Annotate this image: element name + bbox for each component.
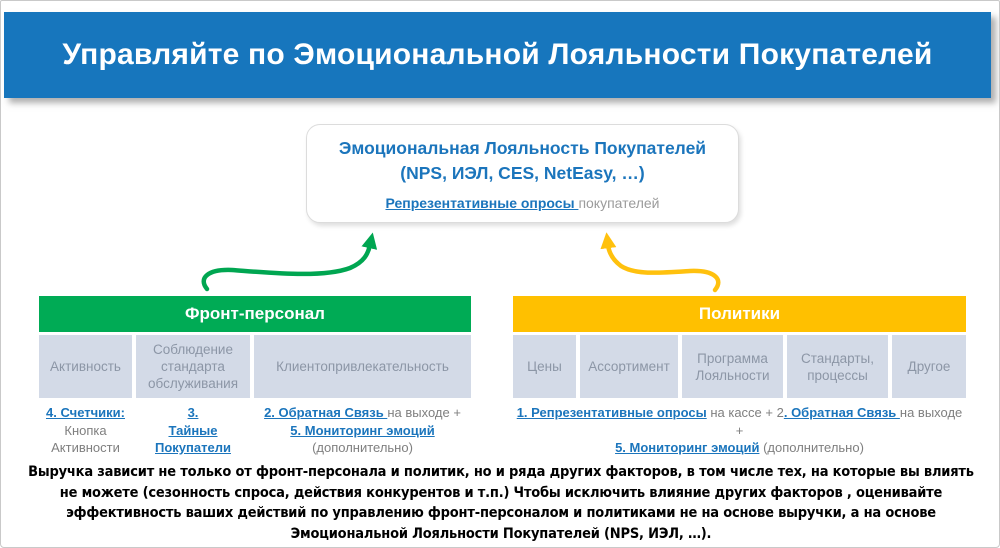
box-link-row: Репрезентативные опросы покупателей	[307, 195, 738, 211]
slide-title: Управляйте по Эмоциональной Лояльности П…	[62, 38, 933, 71]
bottom-line-2: не можете (сезонность спроса, действия к…	[59, 484, 943, 501]
policies-cell-prices: Цены	[513, 335, 576, 398]
at-exit-plain: на выходе +	[735, 405, 963, 438]
footnote-counters: 4. Счетчики: Кнопка Активности	[39, 404, 132, 457]
feedback-link-right[interactable]: . Обратная Связь	[783, 405, 900, 420]
mystery-shoppers-link-1[interactable]: Тайные	[168, 422, 218, 438]
box-title-line2: (NPS, ИЭЛ, CES, NetEasy, …)	[400, 163, 645, 183]
optional-note-right: (дополнительно)	[759, 440, 864, 455]
emotion-monitoring-link-left[interactable]: 5. Мониторинг эмоций	[290, 422, 435, 438]
bottom-line-3: эффективность ваших действий по управлен…	[66, 505, 936, 521]
footnote-policies: 1. Репрезентативные опросы на кассе + 2.…	[513, 404, 966, 457]
representative-surveys-link-2[interactable]: 1. Репрезентативные опросы	[516, 405, 707, 420]
feedback-link-left[interactable]: 2. Обратная Связь	[264, 405, 388, 420]
bottom-paragraph: Выручка зависит не только от фронт-персо…	[21, 462, 981, 544]
emotion-monitoring-link-right[interactable]: 5. Мониторинг эмоций	[615, 440, 760, 455]
counters-plain-1: Кнопка	[64, 422, 107, 438]
optional-note-left: (дополнительно)	[312, 440, 413, 455]
feedback-plain-left: на выходе +	[387, 405, 461, 420]
front-staff-header: Фронт-персонал	[39, 296, 471, 332]
emotional-loyalty-box: Эмоциональная Лояльность Покупателей (NP…	[306, 124, 739, 223]
policies-cell-loyalty-program: Программа Лояльности	[682, 335, 783, 398]
box-title: Эмоциональная Лояльность Покупателей (NP…	[307, 136, 738, 186]
mystery-shoppers-link-2[interactable]: Покупатели	[155, 440, 231, 455]
policies-cell-assortment: Ассортимент	[580, 335, 678, 398]
policies-header: Политики	[513, 296, 966, 332]
green-arrow	[201, 232, 378, 292]
counters-plain-2: Активности	[51, 440, 120, 455]
policies-cell-standards: Стандарты, процессы	[787, 335, 888, 398]
representative-surveys-link[interactable]: Репрезентативные опросы	[385, 195, 579, 211]
bottom-line-1: Выручка зависит не только от фронт-персо…	[28, 464, 974, 480]
bottom-line-4: Эмоциональной Лояльности Покупателей (NP…	[290, 525, 712, 542]
footnote-feedback-left: 2. Обратная Связь на выходе + 5. Монитор…	[254, 404, 471, 457]
box-title-line1: Эмоциональная Лояльность Покупателей	[338, 138, 707, 158]
mystery-shoppers-link-num[interactable]: 3.	[187, 405, 199, 420]
title-banner: Управляйте по Эмоциональной Лояльности П…	[4, 12, 991, 98]
front-staff-cell-activity: Активность	[39, 335, 132, 398]
front-staff-cell-standard: Соблюдение стандарта обслуживания	[136, 335, 250, 398]
box-link-suffix: покупателей	[578, 195, 660, 211]
at-checkout-plain: на кассе + 2	[706, 405, 784, 420]
yellow-arrow	[600, 232, 721, 293]
counters-link[interactable]: 4. Счетчики:	[45, 405, 125, 420]
policies-cell-other: Другое	[892, 335, 966, 398]
front-staff-cell-attractiveness: Клиентопривлекательность	[254, 335, 471, 398]
footnote-mystery-shoppers: 3. Тайные Покупатели	[136, 404, 250, 457]
